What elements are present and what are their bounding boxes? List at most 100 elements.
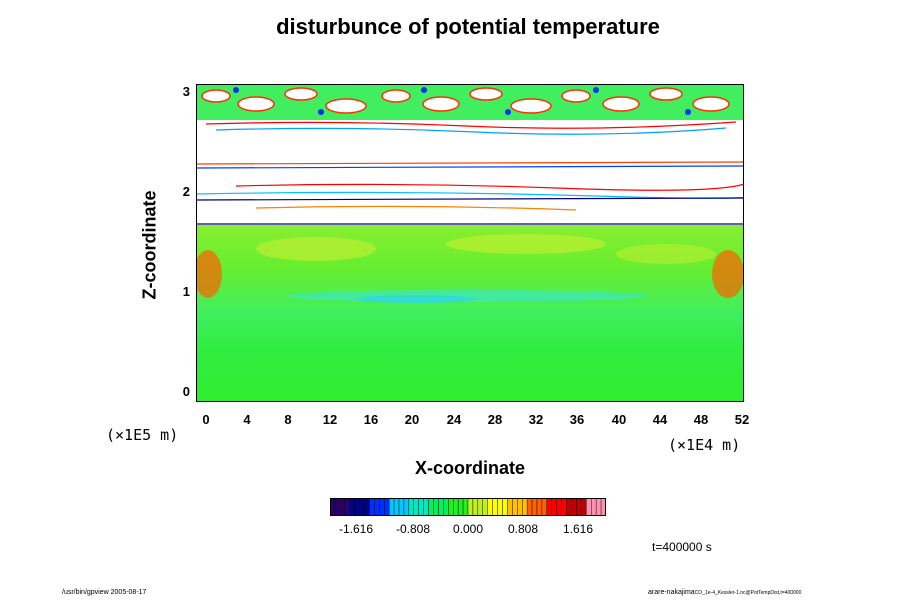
colorbar-cell — [571, 498, 577, 516]
colorbar-cell — [517, 498, 523, 516]
colorbar-cell — [556, 498, 562, 516]
colorbar-cell — [428, 498, 434, 516]
x-tick-label: 20 — [404, 412, 420, 427]
colorbar-cell — [512, 498, 518, 516]
warm-edge-left — [196, 250, 222, 298]
y-axis-label: Z-coordinate — [139, 190, 160, 300]
colorbar-cell — [344, 498, 350, 516]
colorbar-cell — [522, 498, 528, 516]
time-label: t=400000 s — [652, 540, 712, 554]
colorbar-cell — [492, 498, 498, 516]
colorbar-cell — [477, 498, 483, 516]
yellow-patch — [256, 237, 376, 261]
colorbar-tick-label: 0.000 — [452, 522, 484, 536]
upper-contour-lines — [196, 121, 744, 225]
colorbar-cell — [354, 498, 360, 516]
colorbar-cell — [531, 498, 538, 516]
colorbar-tick-label: 1.616 — [562, 522, 594, 536]
colorbar-cell — [546, 498, 552, 516]
plot-area — [196, 84, 744, 402]
colorbar-cell — [541, 498, 548, 516]
colorbar-cell — [487, 498, 493, 516]
colorbar-frame — [330, 498, 606, 516]
yellow-patch — [446, 234, 606, 254]
x-axis-label: X-coordinate — [414, 458, 526, 478]
colorbar-cell — [388, 498, 395, 516]
x-tick-label: 12 — [322, 412, 338, 427]
colorbar-cell — [502, 498, 508, 516]
plot-frame — [196, 84, 744, 402]
colorbar-cell — [334, 498, 341, 516]
x-tick-label: 40 — [611, 412, 627, 427]
colorbar-cell — [457, 498, 464, 516]
y-tick-label: 2 — [182, 184, 190, 199]
colorbar-cell — [384, 498, 390, 516]
colorbar-cell — [526, 498, 533, 516]
y-tick-label: 3 — [182, 84, 190, 99]
colorbar-cell — [403, 498, 410, 516]
colorbar-cell — [339, 498, 345, 516]
x-tick-label: 24 — [446, 412, 462, 427]
colorbar-cell — [349, 498, 355, 516]
footer-right-sub: CO_1e-4_Kessler-1.nc@PotTempDist,t=40000… — [694, 590, 802, 596]
colorbar-cell — [467, 498, 474, 516]
colorbar-cell — [448, 498, 454, 516]
x-tick-label: 4 — [243, 412, 251, 427]
colorbar-cell — [418, 498, 424, 516]
x-scale-label: (×1E4 m) — [668, 436, 741, 454]
x-tick-label: 48 — [693, 412, 709, 427]
x-tick-label: 28 — [487, 412, 503, 427]
colorbar-cell — [595, 498, 602, 516]
colorbar-cell — [369, 498, 375, 516]
colorbar — [330, 498, 606, 516]
colorbar-cell — [374, 498, 380, 516]
colorbar-cell — [581, 498, 587, 516]
y-tick-label: 1 — [182, 284, 190, 299]
colorbar-cell — [433, 498, 439, 516]
colorbar-cell — [586, 498, 592, 516]
colorbar-cell — [566, 498, 572, 516]
colorbar-tick-label: -1.616 — [338, 522, 374, 536]
x-tick-label: 52 — [734, 412, 750, 427]
colorbar-cell — [359, 498, 365, 516]
warm-edge-right — [712, 250, 744, 298]
x-tick-label: 32 — [528, 412, 544, 427]
x-tick-label: 0 — [202, 412, 210, 427]
colorbar-cell — [600, 498, 606, 516]
y-tick-label: 0 — [182, 384, 190, 399]
colorbar-cell — [393, 498, 400, 516]
colorbar-cell — [423, 498, 429, 516]
colorbar-tick-label: 0.808 — [507, 522, 539, 536]
upper-noise-cells — [201, 87, 730, 114]
colorbar-cell — [497, 498, 503, 516]
colorbar-tick-label: -0.808 — [395, 522, 431, 536]
colorbar-cell — [438, 498, 444, 516]
chart-title: disturbunce of potential temperature — [276, 14, 660, 39]
colorbar-cell — [472, 498, 479, 516]
colorbar-cell — [551, 498, 557, 516]
colorbar-cell — [482, 498, 488, 516]
colorbar-cell — [462, 498, 469, 516]
y-scale-label: (×1E5 m) — [106, 426, 179, 444]
colorbar-cell — [453, 498, 459, 516]
footer-left: /usr/bin/gpview 2005-08-17 — [62, 589, 147, 596]
colorbar-cell — [507, 498, 513, 516]
x-tick-label: 36 — [569, 412, 585, 427]
colorbar-cell — [408, 498, 414, 516]
colorbar-cell — [379, 498, 385, 516]
x-tick-label: 44 — [652, 412, 668, 427]
footer-right: arare-nakajimaCO_1e-4_Kessler-1.nc@PotTe… — [648, 589, 801, 596]
footer-right-main: arare-nakajima — [648, 589, 695, 596]
cold-band — [356, 295, 476, 303]
x-tick-label: 16 — [363, 412, 379, 427]
x-tick-label: 8 — [284, 412, 292, 427]
yellow-patch — [616, 244, 716, 264]
upper-noise-blue — [233, 87, 691, 115]
colorbar-cell — [536, 498, 543, 516]
colorbar-cell — [364, 498, 370, 516]
colorbar-cell — [591, 498, 597, 516]
colorbar-cell — [443, 498, 449, 516]
colorbar-cell — [561, 498, 567, 516]
colorbar-cell — [413, 498, 419, 516]
colorbar-cell — [576, 498, 582, 516]
